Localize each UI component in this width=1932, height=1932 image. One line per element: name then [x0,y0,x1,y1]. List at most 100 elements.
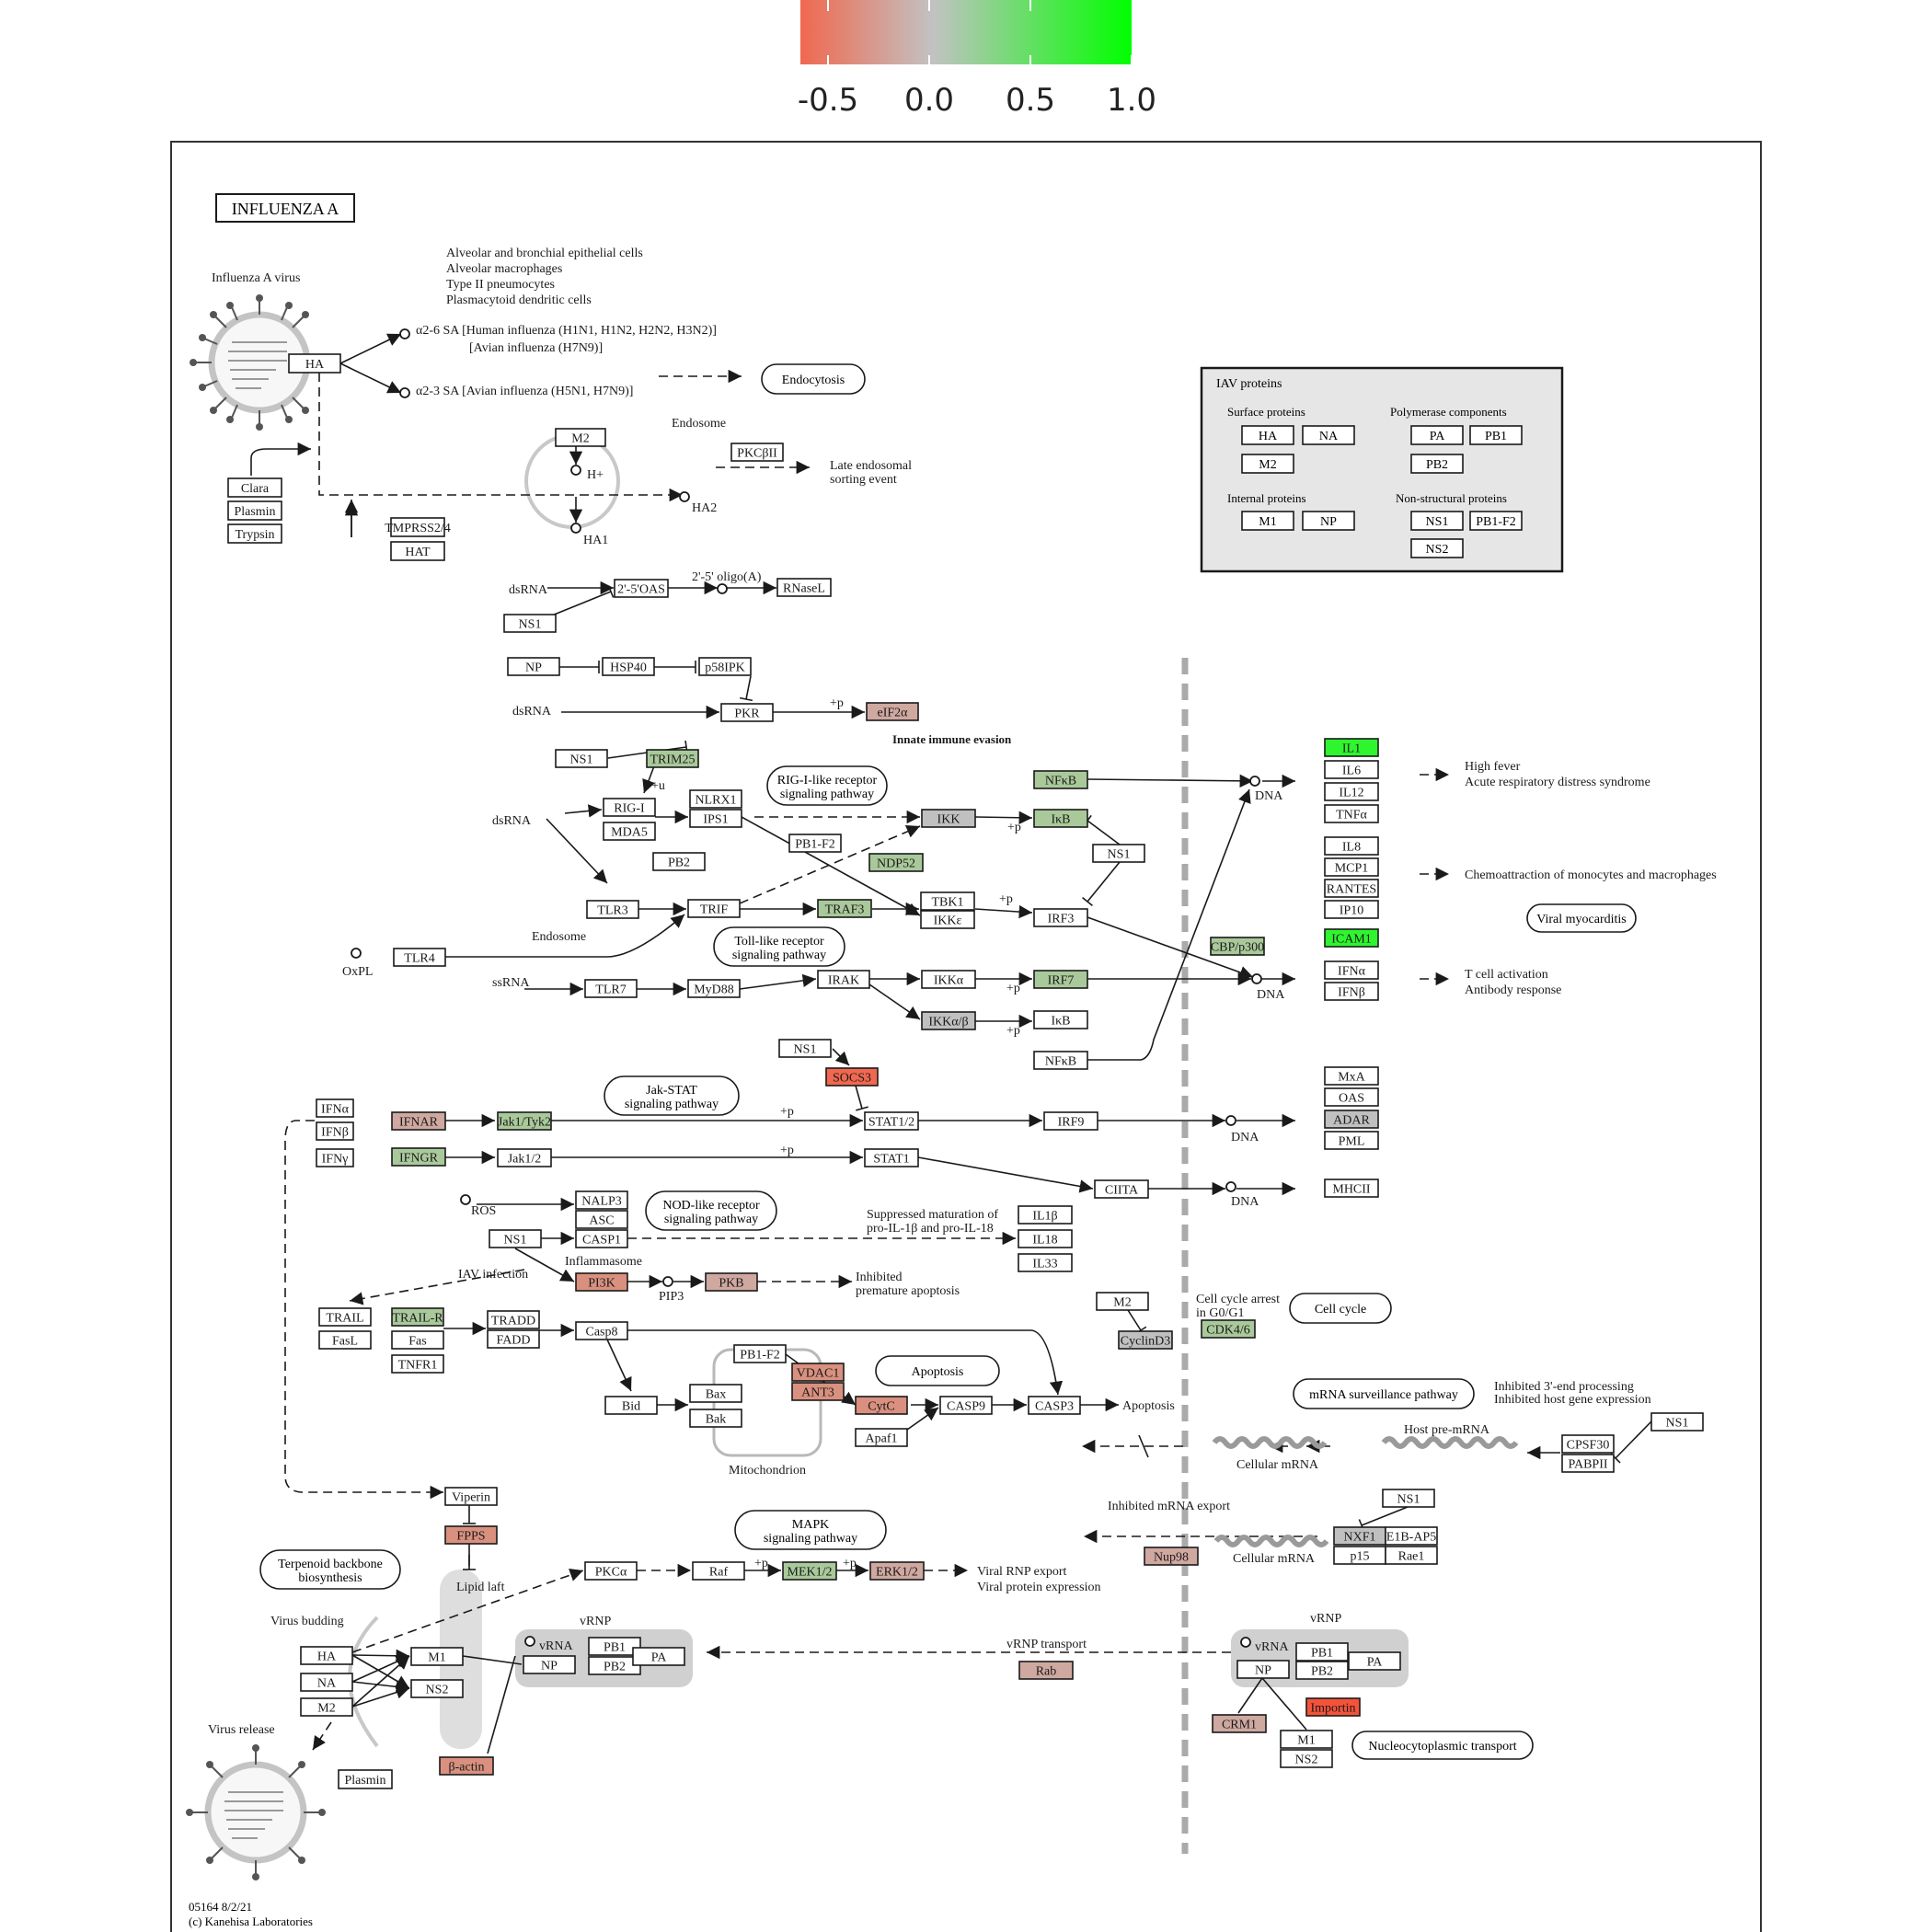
gene-node-rae1[interactable]: Rae1 [1385,1546,1438,1565]
gene-node-rig-i[interactable]: RIG-I [603,798,656,817]
gene-node-erk1-2[interactable]: ERK1/2 [869,1561,925,1581]
gene-node-pkr[interactable]: PKR [720,703,774,722]
gene-node-stat1-2[interactable]: STAT1/2 [864,1111,919,1131]
pathway-link[interactable]: Cell cycle [1289,1293,1392,1324]
gene-node-np[interactable]: NP [523,1655,576,1674]
gene-node-nlrx1[interactable]: NLRX1 [689,789,742,809]
gene-node-ns1[interactable]: NS1 [1092,844,1145,863]
gene-node-irak[interactable]: IRAK [817,970,870,989]
gene-node-tlr4[interactable]: TLR4 [393,948,446,967]
gene-node-pi3k[interactable]: PI3K [575,1272,628,1292]
gene-node-bid[interactable]: Bid [604,1396,658,1415]
gene-node-casp3[interactable]: CASP3 [1028,1396,1081,1415]
gene-node-cbp-p300[interactable]: CBP/p300 [1210,937,1265,956]
gene-node-tbk1[interactable]: TBK1 [920,891,975,911]
pathway-link[interactable]: Viral myocarditis [1526,903,1637,933]
gene-node-ifn-[interactable]: IFNα [1324,960,1379,980]
gene-node-cpsf30[interactable]: CPSF30 [1561,1434,1615,1454]
gene-node-bax[interactable]: Bax [689,1384,742,1403]
gene-node-i-b[interactable]: IκB [1033,809,1088,828]
gene-node-cdk4-6[interactable]: CDK4/6 [1201,1319,1256,1339]
gene-node-pa[interactable]: PA [1348,1651,1401,1671]
gene-node-ns1[interactable]: NS1 [1382,1489,1435,1508]
gene-node-ant3[interactable]: ANT3 [791,1382,845,1401]
gene-node-ikk-[interactable]: IKKα [921,970,976,989]
gene-node-tmprss2-4[interactable]: TMPRSS2/4 [385,517,451,537]
gene-node-nxf1[interactable]: NXF1 [1333,1526,1386,1546]
gene-node-pkc-ii[interactable]: PKCβII [730,443,784,462]
gene-node-pa[interactable]: PA [632,1647,685,1666]
gene-node-m2[interactable]: M2 [555,428,606,447]
gene-node-traf3[interactable]: TRAF3 [817,899,872,918]
gene-node-ns1[interactable]: NS1 [489,1229,542,1248]
gene-node-tlr7[interactable]: TLR7 [584,979,638,998]
gene-node-fas[interactable]: Fas [391,1330,444,1350]
gene-node-pkc-[interactable]: PKCα [584,1561,638,1581]
gene-node-nalp3[interactable]: NALP3 [575,1190,628,1210]
gene-node-pb1-f2[interactable]: PB1-F2 [788,834,842,853]
gene-node-nup98[interactable]: Nup98 [1144,1547,1199,1566]
gene-node-clara[interactable]: Clara [227,477,282,498]
gene-node-2-5-oas[interactable]: 2'-5'OAS [614,579,669,598]
gene-node-tnfr1[interactable]: TNFR1 [391,1354,444,1374]
gene-node-m1[interactable]: M1 [1280,1730,1333,1749]
gene-node-tnf-[interactable]: TNFα [1324,804,1379,823]
gene-node-m2[interactable]: M2 [300,1697,353,1717]
gene-node-ikk[interactable]: IKK [921,809,976,828]
gene-node-na[interactable]: NA [300,1673,353,1692]
gene-node-ha[interactable]: HA [288,353,341,374]
gene-node-jak1-2[interactable]: Jak1/2 [497,1148,552,1167]
gene-node-cytc[interactable]: CytC [855,1396,908,1415]
gene-node-mhcii[interactable]: MHCII [1324,1179,1379,1198]
gene-node-ciita[interactable]: CIITA [1094,1179,1149,1199]
gene-node-viperin[interactable]: Viperin [444,1487,498,1506]
gene-node-trim25[interactable]: TRIM25 [646,749,699,768]
gene-node-rantes[interactable]: RANTES [1324,879,1379,898]
gene-node-pkb[interactable]: PKB [705,1272,758,1292]
gene-node-mek1-2[interactable]: MEK1/2 [782,1561,837,1581]
gene-node-ns1[interactable]: NS1 [778,1039,832,1058]
gene-node-mcp1[interactable]: MCP1 [1324,857,1379,877]
gene-node-adar[interactable]: ADAR [1324,1110,1379,1129]
gene-node-ndp52[interactable]: NDP52 [868,853,924,872]
gene-node-ns1[interactable]: NS1 [555,749,608,768]
gene-node-pb1[interactable]: PB1 [1295,1642,1349,1662]
gene-node-np[interactable]: NP [1236,1660,1290,1679]
gene-node-il12[interactable]: IL12 [1324,782,1379,801]
gene-node-plasmin[interactable]: Plasmin [227,500,282,521]
gene-node-il1[interactable]: IL1 [1324,738,1379,757]
gene-node-myd88[interactable]: MyD88 [687,979,741,998]
gene-node-crm1[interactable]: CRM1 [1212,1714,1267,1733]
gene-node-pb1[interactable]: PB1 [588,1637,641,1656]
gene-node-tradd[interactable]: TRADD [487,1310,540,1329]
gene-node-m1[interactable]: M1 [410,1647,464,1666]
gene-node-casp9[interactable]: CASP9 [939,1396,993,1415]
gene-node-fadd[interactable]: FADD [487,1329,540,1349]
gene-node-trail[interactable]: TRAIL [318,1307,372,1327]
gene-node-irf7[interactable]: IRF7 [1033,970,1088,989]
gene-node-il33[interactable]: IL33 [1018,1253,1073,1272]
gene-node-p58ipk[interactable]: p58IPK [698,657,752,676]
gene-node-il6[interactable]: IL6 [1324,760,1379,779]
gene-node-nf-b[interactable]: NFκB [1033,770,1088,789]
gene-node-icam1[interactable]: ICAM1 [1324,928,1379,948]
gene-node-pabpii[interactable]: PABPII [1561,1454,1615,1473]
gene-node-stat1[interactable]: STAT1 [864,1148,919,1167]
gene-node-e1b-ap5[interactable]: E1B-AP5 [1385,1526,1438,1546]
gene-node-il18[interactable]: IL18 [1018,1229,1073,1248]
gene-node-tlr3[interactable]: TLR3 [586,900,639,919]
gene-node-jak1-tyk2[interactable]: Jak1/Tyk2 [497,1111,552,1131]
gene-node-rnasel[interactable]: RNaseL [776,578,832,597]
gene-node-hat[interactable]: HAT [390,541,445,561]
gene-node-fasl[interactable]: FasL [318,1330,372,1350]
pathway-link[interactable]: Nucleocytoplasmic transport [1351,1731,1534,1760]
gene-node-eif2-[interactable]: eIF2α [866,702,919,721]
gene-node-importin[interactable]: Importin [1305,1697,1361,1717]
gene-node-hsp40[interactable]: HSP40 [602,657,655,676]
gene-node-ifngr[interactable]: IFNGR [391,1147,446,1167]
